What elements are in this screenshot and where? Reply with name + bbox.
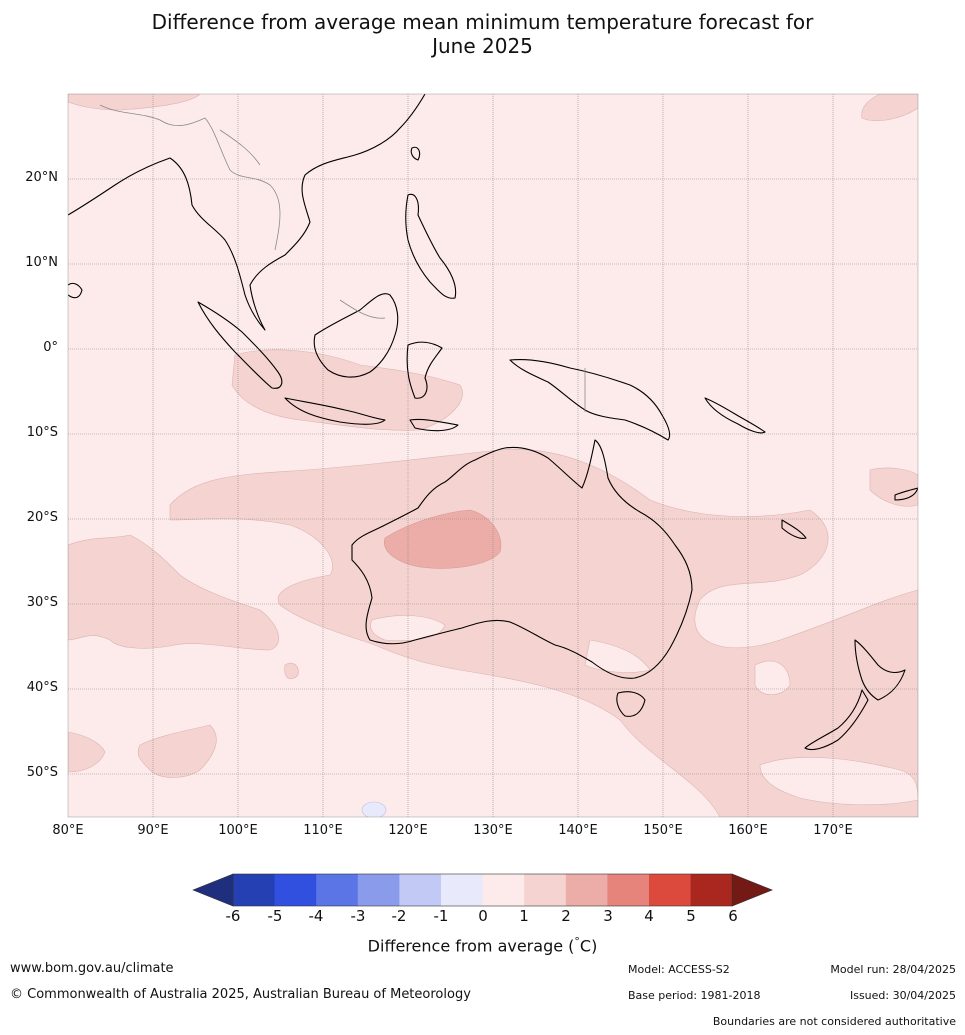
timor-coastline — [409, 418, 459, 432]
colorbar-segment — [357, 874, 400, 906]
colorbar-tick: -2 — [391, 907, 407, 925]
colorbar-segment — [316, 874, 359, 906]
model-text: Model: ACCESS-S2 — [628, 963, 730, 976]
lat-label-40s: 40°S — [26, 680, 58, 695]
colorbar-tick: -5 — [267, 907, 283, 925]
india-coastline — [68, 282, 83, 299]
anomaly-region-east — [869, 467, 918, 507]
colorbar-label: Difference from average (°C) — [0, 935, 965, 955]
colorbar-segment — [524, 874, 567, 906]
solomon-islands-coastline — [704, 397, 766, 434]
degree-symbol: ° — [574, 935, 580, 948]
colorbar — [192, 873, 774, 907]
australia-coastline — [351, 439, 693, 679]
philippines-coastline — [405, 193, 457, 299]
colorbar-tick: -6 — [225, 907, 241, 925]
lon-label-90e: 90°E — [137, 823, 169, 838]
borneo-coastline — [313, 293, 399, 378]
lon-label-150e: 150°E — [643, 823, 683, 838]
anomaly-region-indonesia — [231, 349, 463, 431]
lon-label-100e: 100°E — [218, 823, 258, 838]
lat-label-50s: 50°S — [26, 765, 58, 780]
colorbar-segment — [690, 874, 733, 906]
colorbar-segment — [607, 874, 650, 906]
coastlines — [68, 94, 918, 751]
lat-label-30s: 30°S — [26, 595, 58, 610]
lat-label-10n: 10°N — [25, 255, 58, 270]
mainland-asia-coastline — [68, 94, 426, 331]
colorbar-tick: 1 — [519, 907, 529, 925]
disclaimer-text: Boundaries are not considered authoritat… — [712, 1015, 956, 1028]
anomaly-region-north — [68, 94, 201, 111]
map-grid — [68, 94, 918, 817]
map-frame — [67, 93, 919, 818]
lon-label-170e: 170°E — [813, 823, 853, 838]
lon-label-160e: 160°E — [728, 823, 768, 838]
colorbar-tick: 3 — [603, 907, 613, 925]
new-zealand-south-coastline — [804, 689, 869, 751]
colorbar-border — [232, 873, 733, 907]
lon-label-110e: 110°E — [303, 823, 343, 838]
lon-label-120e: 120°E — [388, 823, 428, 838]
colorbar-segment — [399, 874, 442, 906]
colorbar-segment — [441, 874, 484, 906]
copyright-text: © Commonwealth of Australia 2025, Austra… — [10, 987, 471, 1002]
tasmania-coastline — [616, 691, 646, 717]
anomaly-region-far-southwest — [68, 731, 106, 773]
new-guinea-coastline — [509, 358, 671, 441]
colorbar-segment — [649, 874, 692, 906]
lon-label-140e: 140°E — [558, 823, 598, 838]
colorbar-segment — [565, 874, 608, 906]
website-link[interactable]: www.bom.gov.au/climate — [10, 961, 174, 976]
title-line-2: June 2025 — [432, 34, 533, 58]
colorbar-label-unit: C) — [579, 936, 598, 956]
map-title: Difference from average mean minimum tem… — [0, 10, 965, 58]
lat-label-10s: 10°S — [26, 425, 58, 440]
new-caledonia-coastline — [781, 519, 807, 539]
colorbar-tick: -3 — [350, 907, 366, 925]
country-borders — [99, 104, 586, 412]
title-line-1: Difference from average mean minimum tem… — [151, 10, 814, 34]
colorbar-segment — [274, 874, 317, 906]
colorbar-segment — [233, 874, 276, 906]
sulawesi-coastline — [406, 341, 443, 399]
taiwan-coastline — [410, 146, 421, 161]
colorbar-tick: 4 — [644, 907, 654, 925]
colorbar-extend-low — [192, 873, 234, 907]
lon-label-130e: 130°E — [473, 823, 513, 838]
colorbar-tick: -4 — [308, 907, 324, 925]
anomaly-region-negative — [361, 801, 387, 817]
lat-label-20n: 20°N — [25, 170, 58, 185]
colorbar-tick: 2 — [561, 907, 571, 925]
anomaly-region-west — [68, 534, 279, 651]
colorbar-label-prefix: Difference from average ( — [367, 936, 575, 956]
sumatra-coastline — [197, 301, 283, 389]
issued-text: Issued: 30/04/2025 — [849, 989, 956, 1002]
colorbar-extend-high — [731, 873, 774, 907]
lat-label-0: 0° — [43, 340, 58, 355]
colorbar-segment — [482, 874, 525, 906]
model-run-text: Model run: 28/04/2025 — [830, 963, 956, 976]
lat-label-20s: 20°S — [26, 510, 58, 525]
anomaly-region-southwest — [137, 724, 217, 778]
colorbar-tick: 5 — [686, 907, 696, 925]
anomaly-region-northeast — [861, 94, 918, 121]
anomaly-region-tasman — [754, 660, 791, 696]
anomaly-region-bight — [584, 639, 651, 673]
colorbar-tick: 6 — [728, 907, 738, 925]
new-zealand-north-coastline — [854, 639, 906, 701]
base-period-text: Base period: 1981-2018 — [628, 989, 761, 1002]
anomaly-shading — [68, 94, 918, 817]
lon-label-80e: 80°E — [52, 823, 84, 838]
java-coastline — [284, 397, 386, 425]
colorbar-tick: 0 — [478, 907, 488, 925]
anomaly-region-central-australia — [383, 509, 502, 569]
colorbar-tick: -1 — [433, 907, 449, 925]
anomaly-region-indian-ocean — [169, 449, 918, 817]
anomaly-region-small — [284, 662, 299, 680]
